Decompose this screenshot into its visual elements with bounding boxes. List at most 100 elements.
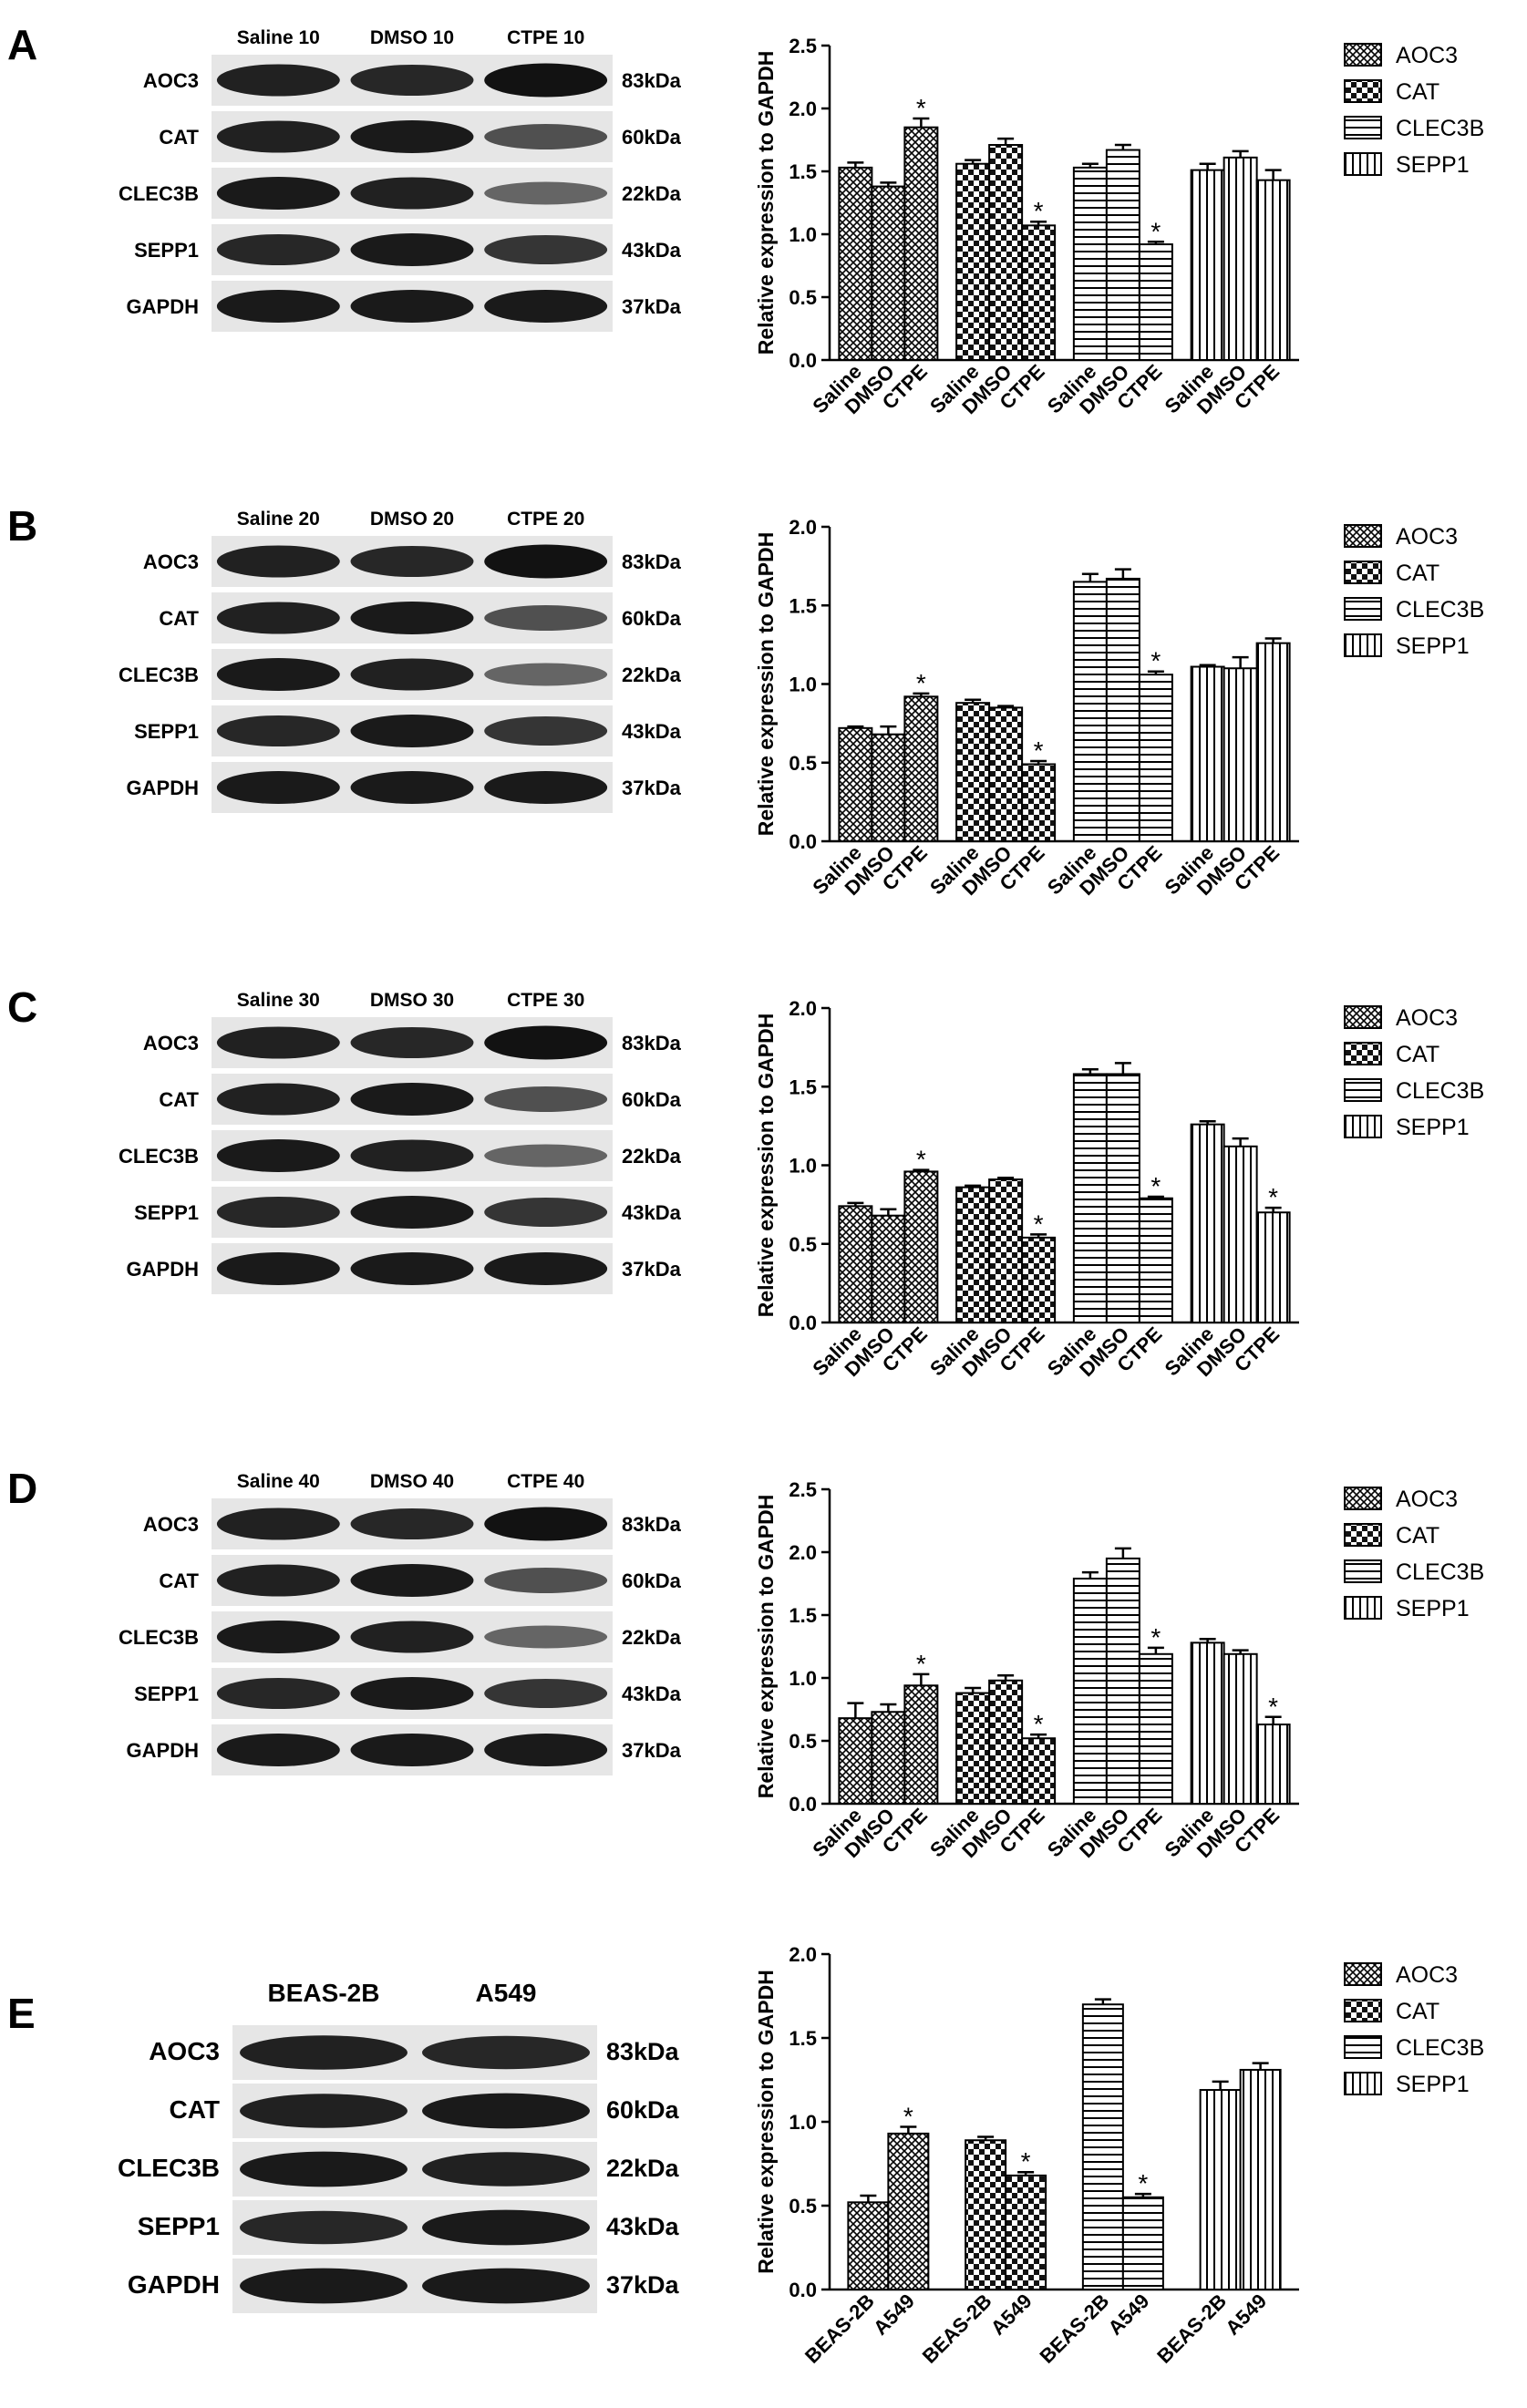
band-label: AOC3 <box>143 69 199 92</box>
bar-clec3b-a549 <box>1121 2196 1164 2290</box>
bar-clec3b-saline <box>1072 1577 1108 1805</box>
blot-band <box>422 2209 590 2246</box>
blot-band <box>350 1082 474 1117</box>
bar-clec3b-ctpe <box>1138 674 1173 842</box>
lane-label: Saline 20 <box>237 509 320 530</box>
bar-sepp1-saline <box>1190 1123 1225 1323</box>
blot-band <box>216 770 340 805</box>
legend-swatch-cat <box>1344 1999 1382 2022</box>
panel-label: B <box>7 502 38 550</box>
bar-chart-b: Relative expression to GAPDH 0.0 0.5 1.0 1.5… <box>754 516 1484 900</box>
blot-band <box>350 601 474 635</box>
legend-swatch-aoc3 <box>1344 1962 1382 1986</box>
legend-swatch-aoc3 <box>1344 524 1382 548</box>
blot-band <box>484 63 608 98</box>
band-label: CLEC3B <box>119 1626 199 1649</box>
panel-e: E BEAS-2B A549 AOC3 83kDa CAT 60kDa CLEC3B 22kDa… <box>0 1925 1527 2406</box>
significance-marker: * <box>903 2103 913 2131</box>
legend-swatch-sepp1 <box>1344 152 1382 176</box>
bar-cat-ctpe <box>1021 224 1057 361</box>
bar-clec3b-ctpe <box>1138 243 1173 362</box>
bar-chart-a: Relative expression to GAPDH 0.0 0.5 1.0 1.5… <box>754 35 1484 418</box>
legend-label: CAT <box>1396 561 1439 586</box>
bar-aoc3-ctpe <box>903 1170 939 1323</box>
band-kda: 43kDa <box>622 239 682 262</box>
western-blot: Saline 20 DMSO 20 CTPE 20 AOC3 83kDa CAT 60kDa… <box>119 509 682 813</box>
bar-clec3b-ctpe <box>1138 1197 1173 1323</box>
y-tick-label: 2.0 <box>789 1943 817 1966</box>
bar-aoc3-a549 <box>887 2132 930 2290</box>
blot-band <box>422 2268 590 2304</box>
band-kda: 22kDa <box>622 1145 682 1168</box>
band-label: CAT <box>159 1088 199 1111</box>
blot-band <box>216 176 340 211</box>
blot-band <box>422 2152 590 2187</box>
bar-aoc3-dmso <box>871 1711 906 1806</box>
western-blot: Saline 30 DMSO 30 CTPE 30 AOC3 83kDa CAT 60kDa… <box>119 990 682 1294</box>
blot-band <box>484 1025 608 1060</box>
legend-swatch-clec3b <box>1344 116 1382 139</box>
blot-band <box>484 181 608 205</box>
y-tick-label: 1.5 <box>789 160 817 183</box>
significance-marker: * <box>1150 647 1161 675</box>
bar-clec3b-beas-2b <box>1081 2003 1124 2290</box>
bar-aoc3-ctpe <box>903 1684 939 1805</box>
legend-swatch-clec3b <box>1344 1078 1382 1102</box>
blot-band <box>484 124 608 149</box>
blot-band <box>350 1676 474 1711</box>
legend-swatch-cat <box>1344 1042 1382 1065</box>
band-kda: 37kDa <box>622 777 682 799</box>
bar-cat-dmso <box>988 706 1024 842</box>
bar-clec3b-dmso <box>1105 149 1140 361</box>
bar-sepp1-dmso <box>1223 156 1258 361</box>
band-label: CAT <box>159 1569 199 1592</box>
band-label: SEPP1 <box>138 2212 220 2240</box>
band-kda: 60kDa <box>606 2096 680 2124</box>
legend-swatch-cat <box>1344 79 1382 103</box>
bar-cat-a549 <box>1005 2174 1047 2291</box>
band-kda: 37kDa <box>606 2271 680 2299</box>
bar-aoc3-ctpe <box>903 126 939 361</box>
blot-band <box>350 64 474 97</box>
bar-cat-beas-2b <box>965 2139 1007 2290</box>
y-tick-label: 2.0 <box>789 997 817 1020</box>
y-axis-label: Relative expression to GAPDH <box>754 1495 778 1799</box>
blot-band <box>216 64 340 97</box>
legend-label: CAT <box>1396 79 1439 105</box>
legend-label: SEPP1 <box>1396 1115 1470 1140</box>
blot-band <box>216 1196 340 1229</box>
band-kda: 22kDa <box>622 182 682 205</box>
band-kda: 37kDa <box>622 295 682 318</box>
lane-label: DMSO 20 <box>370 509 454 530</box>
x-tick-label: A549 <box>986 2290 1037 2340</box>
blot-band <box>484 1568 608 1593</box>
bar-aoc3-saline <box>838 1717 873 1805</box>
blot-band <box>350 1026 474 1059</box>
band-kda: 60kDa <box>622 1569 682 1592</box>
legend-label: CLEC3B <box>1396 1078 1484 1104</box>
bar-aoc3-saline <box>838 166 873 361</box>
blot-band <box>350 545 474 578</box>
bar-cat-ctpe <box>1021 763 1057 843</box>
legend-label: AOC3 <box>1396 1962 1458 1988</box>
band-kda: 43kDa <box>622 720 682 743</box>
bar-sepp1-ctpe <box>1255 1724 1291 1805</box>
significance-marker: * <box>1268 1693 1278 1721</box>
significance-marker: * <box>1034 736 1044 765</box>
band-kda: 43kDa <box>606 2213 680 2240</box>
blot-band <box>350 119 474 154</box>
bar-clec3b-saline <box>1072 581 1108 842</box>
y-tick-label: 1.0 <box>789 1667 817 1690</box>
legend-label: AOC3 <box>1396 1487 1458 1512</box>
legend-label: SEPP1 <box>1396 2072 1470 2097</box>
band-label: CAT <box>170 2095 220 2124</box>
significance-marker: * <box>1034 1209 1044 1238</box>
band-kda: 60kDa <box>622 1088 682 1111</box>
western-blot: Saline 10 DMSO 10 CTPE 10 AOC3 83kDa CAT 60kDa… <box>119 27 682 332</box>
blot-band <box>216 545 340 578</box>
significance-marker: * <box>916 1650 926 1678</box>
bar-sepp1-saline <box>1190 169 1225 361</box>
blot-band <box>240 2210 408 2245</box>
bar-clec3b-dmso <box>1105 1557 1140 1806</box>
significance-marker: * <box>1138 2169 1148 2197</box>
